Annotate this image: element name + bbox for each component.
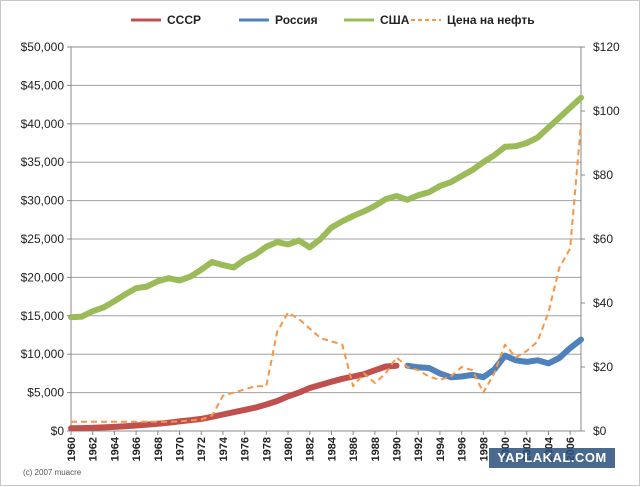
x-tick-label: 1986 — [348, 437, 360, 461]
legend-label: Россия — [275, 13, 318, 27]
watermark-badge: YAPLAKAL.COM — [489, 448, 615, 468]
axis-labels: $0 $5,000 $10,000 $15,000 $20,000 $25,000 $30,… — [21, 40, 620, 461]
legend: СССР Россия США Цена на нефть — [131, 13, 535, 27]
x-tick-label: 1974 — [218, 436, 230, 461]
series-line — [71, 123, 582, 423]
y-tick-label: $10,000 — [21, 347, 65, 361]
y-tick-label: $25,000 — [21, 232, 65, 246]
x-tick-label: 1976 — [240, 437, 252, 461]
y-tick-label: $15,000 — [21, 309, 65, 323]
y2-tick-label: $80 — [593, 168, 613, 182]
x-tick-label: 1990 — [392, 437, 404, 461]
y2-tick-label: $100 — [593, 104, 620, 118]
y-tick-label: $40,000 — [21, 117, 65, 131]
x-tick-label: 1996 — [457, 437, 469, 461]
series-line — [68, 94, 584, 321]
x-tick-label: 1966 — [131, 437, 143, 461]
x-tick-label: 1980 — [283, 437, 295, 461]
y-tick-label: $35,000 — [21, 155, 65, 169]
x-tick-label: 1998 — [478, 437, 490, 461]
y2-tick-label: $120 — [593, 40, 620, 54]
y-tick-label: $5,000 — [27, 386, 64, 400]
legend-label: США — [380, 13, 410, 27]
legend-label: СССР — [167, 13, 201, 27]
y2-tick-label: $60 — [593, 232, 613, 246]
y2-tick-label: $40 — [593, 296, 613, 310]
copyright-text: (c) 2007 muacre — [23, 468, 82, 477]
y-tick-label: $0 — [51, 424, 65, 438]
x-tick-label: 1968 — [153, 437, 165, 461]
series-line — [404, 336, 584, 381]
y-tick-label: $50,000 — [21, 40, 65, 54]
series-line — [68, 362, 400, 432]
series-layer — [68, 94, 584, 432]
watermark-text: YAPLAKAL.COM — [497, 450, 607, 465]
y-tick-label: $30,000 — [21, 194, 65, 208]
x-tick-label: 1988 — [370, 437, 382, 461]
x-tick-label: 1970 — [175, 437, 187, 461]
x-tick-label: 1960 — [66, 437, 78, 461]
y-tick-label: $45,000 — [21, 78, 65, 92]
x-tick-label: 1984 — [326, 436, 338, 461]
x-tick-label: 1992 — [413, 437, 425, 461]
x-tick-label: 1964 — [109, 436, 121, 461]
x-tick-label: 1962 — [88, 437, 100, 461]
x-tick-label: 1972 — [196, 437, 208, 461]
y2-tick-label: $0 — [593, 424, 607, 438]
x-tick-label: 1994 — [435, 436, 447, 461]
y-tick-label: $20,000 — [21, 270, 65, 284]
x-tick-label: 1978 — [261, 437, 273, 461]
x-tick-label: 1982 — [305, 437, 317, 461]
legend-label: Цена на нефть — [447, 13, 535, 27]
y2-tick-label: $20 — [593, 360, 613, 374]
